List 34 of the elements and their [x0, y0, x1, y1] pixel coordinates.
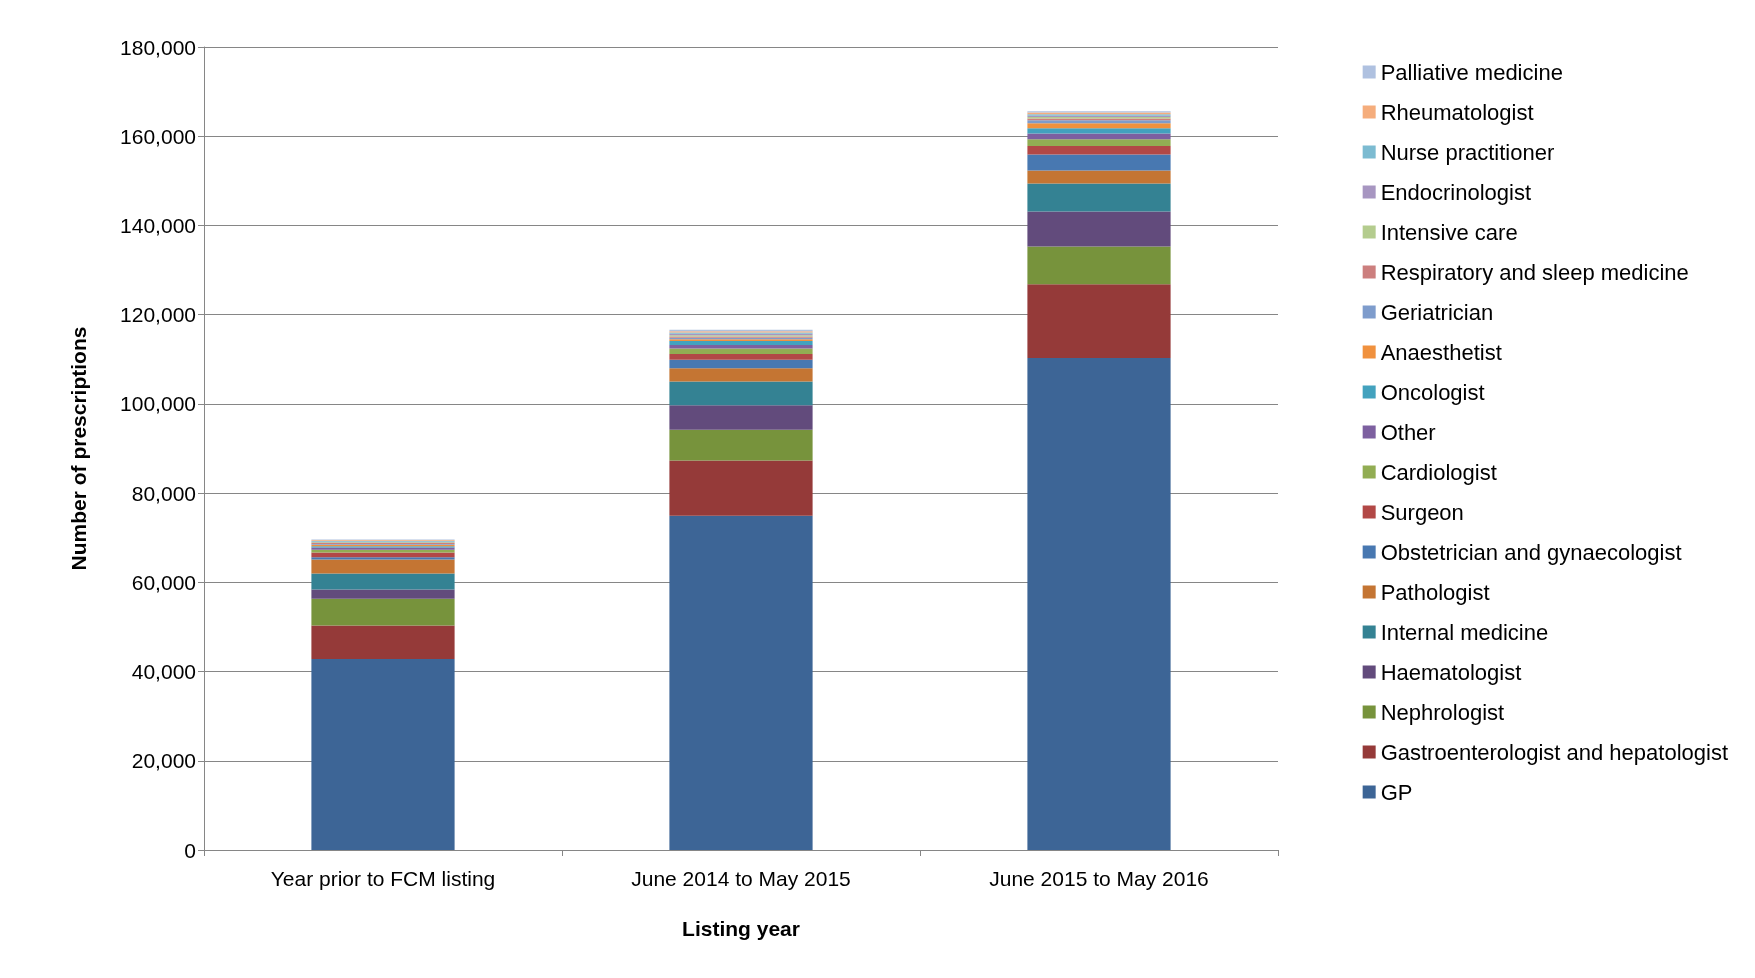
- legend-label: Palliative medicine: [1380, 59, 1563, 85]
- y-tick-label: 160,000: [120, 124, 196, 148]
- x-tick-label: June 2014 to May 2015: [631, 867, 851, 890]
- y-tick-label: 80,000: [131, 481, 196, 505]
- y-tick-label: 60,000: [131, 570, 196, 594]
- legend-label: Cardiologist: [1380, 459, 1497, 485]
- x-tick-label: Year prior to FCM listing: [270, 867, 496, 890]
- y-tick-label: 140,000: [120, 213, 196, 237]
- x-axis-title: Listing year: [682, 917, 800, 940]
- legend-label: Obstetrician and gynaecologist: [1380, 539, 1682, 565]
- legend-label: Nurse practitioner: [1380, 139, 1555, 165]
- legend-label: Other: [1380, 419, 1436, 445]
- legend-label: Pathologist: [1380, 579, 1490, 605]
- legend-label: Oncologist: [1380, 379, 1485, 405]
- y-tick-label: 100,000: [120, 392, 196, 416]
- legend-label: Nephrologist: [1380, 699, 1505, 725]
- y-tick-label: 0: [184, 838, 196, 862]
- legend-label: Respiratory and sleep medicine: [1380, 259, 1689, 285]
- y-axis-title: Number of prescriptions: [67, 326, 90, 571]
- legend-label: Haematologist: [1380, 659, 1522, 685]
- legend-label: Rheumatologist: [1380, 99, 1534, 125]
- y-tick-label: 120,000: [120, 303, 196, 327]
- legend-label: Anaesthetist: [1380, 339, 1502, 365]
- y-tick-label: 40,000: [131, 660, 196, 684]
- y-tick-label: 180,000: [120, 35, 196, 59]
- legend-label: Geriatrician: [1380, 299, 1494, 325]
- legend-label: Endocrinologist: [1380, 179, 1532, 205]
- legend-label: Internal medicine: [1380, 619, 1549, 645]
- legend-label: Intensive care: [1380, 219, 1518, 245]
- legend-label: Gastroenterologist and hepatologist: [1380, 739, 1729, 765]
- y-tick-label: 20,000: [131, 749, 196, 773]
- legend-label: GP: [1380, 779, 1413, 805]
- legend-label: Surgeon: [1380, 499, 1464, 525]
- x-tick-label: June 2015 to May 2016: [989, 867, 1209, 890]
